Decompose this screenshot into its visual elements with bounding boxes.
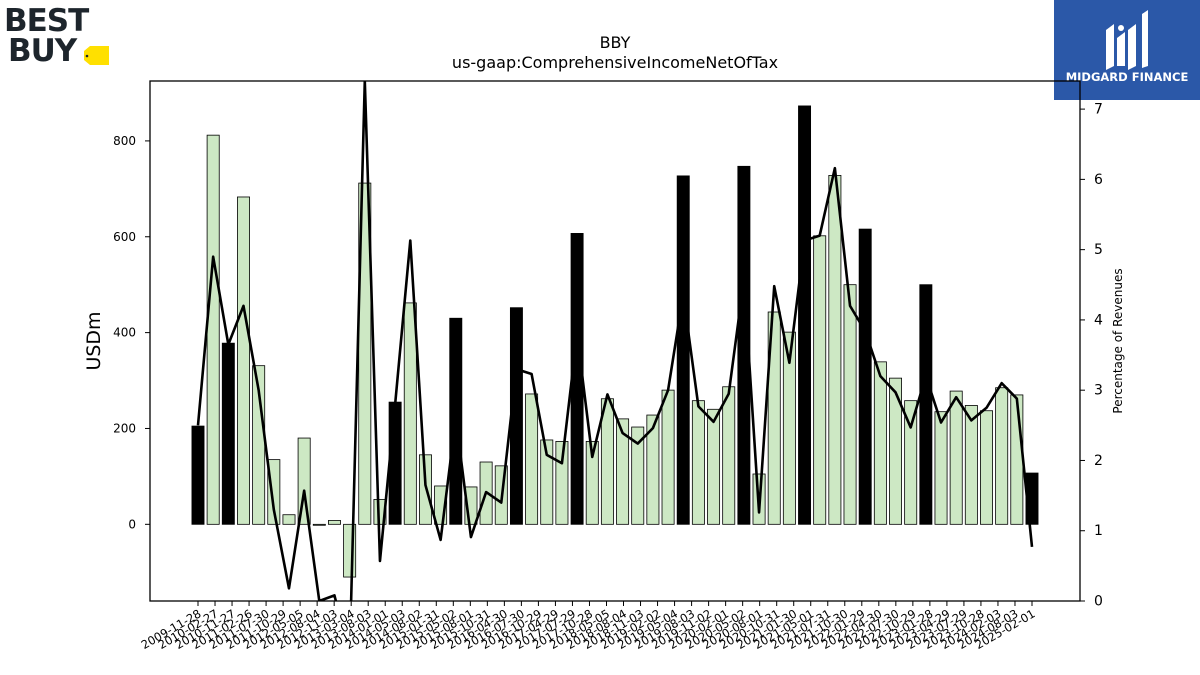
- chart-title: BBY: [600, 33, 631, 52]
- best-buy-logo-line1: BEST: [4, 4, 89, 39]
- bar-series: [191, 105, 1039, 578]
- quarter-bar: [782, 331, 796, 525]
- quarter-bar: [767, 311, 781, 525]
- y-tick-label: 0: [128, 517, 136, 531]
- annual-bar: [388, 401, 402, 525]
- y2-tick-label: 3: [1094, 383, 1103, 399]
- y2-tick-label: 0: [1094, 594, 1103, 610]
- plot-frame: [149, 80, 1081, 602]
- quarter-bar: [1010, 394, 1024, 525]
- midgard-emblem-icon: [1106, 10, 1148, 70]
- y-axis-label: USDm: [83, 311, 105, 370]
- y2-tick-label: 6: [1094, 172, 1103, 188]
- quarter-bar: [616, 418, 630, 525]
- quarter-bar: [691, 400, 705, 525]
- quarter-bar: [873, 361, 887, 525]
- annual-bar: [676, 175, 690, 525]
- quarter-bar: [843, 284, 857, 525]
- annual-bar: [919, 284, 933, 525]
- y-tick-label: 400: [113, 326, 136, 340]
- quarter-bar: [585, 441, 599, 525]
- y2-axis-label: Percentage of Revenues: [1111, 268, 1125, 413]
- y-tick-label: 200: [113, 421, 136, 435]
- quarter-bar: [525, 393, 539, 525]
- annual-bar: [858, 228, 872, 525]
- quarter-bar: [237, 196, 250, 525]
- quarter-bar: [995, 387, 1009, 525]
- quarter-bar: [282, 514, 296, 525]
- quarter-bar: [661, 389, 675, 525]
- y2-tick-label: 4: [1094, 312, 1103, 328]
- annual-bar: [221, 342, 235, 525]
- quarter-bar: [813, 235, 827, 525]
- quarter-bar: [889, 377, 902, 525]
- y-tick-label: 800: [113, 134, 136, 148]
- midgard-finance-text: MIDGARD FINANCE: [1066, 70, 1189, 84]
- quarter-bar: [600, 398, 614, 525]
- percentage-line-series: [196, 81, 1034, 601]
- y2-tick-label: 1: [1094, 523, 1103, 539]
- quarter-bar: [312, 523, 326, 526]
- y2-tick-label: 7: [1094, 102, 1103, 118]
- midgard-finance-logo: MIDGARD FINANCE: [1054, 0, 1200, 100]
- price-tag-icon: [84, 46, 109, 65]
- quarter-bar: [828, 175, 842, 525]
- chart-subtitle: us-gaap:ComprehensiveIncomeNetOfTax: [452, 53, 778, 72]
- quarter-bar: [964, 405, 978, 525]
- quarter-bar: [949, 390, 963, 525]
- quarter-bar: [904, 400, 918, 525]
- quarter-bar: [631, 426, 645, 525]
- quarter-bar: [722, 386, 736, 525]
- quarter-bar: [980, 410, 993, 525]
- quarter-bar: [403, 302, 417, 525]
- quarter-bar: [707, 408, 721, 525]
- quarter-bar: [646, 414, 660, 525]
- axes: 0200400600800012345672009-11-282010-02-2…: [113, 80, 1103, 652]
- y2-tick-label: 2: [1094, 453, 1103, 469]
- quarter-bar: [934, 411, 948, 525]
- y-tick-label: 600: [113, 230, 136, 244]
- annual-bar: [798, 105, 812, 525]
- best-buy-logo: BEST BUY: [4, 3, 114, 69]
- y2-tick-label: 5: [1094, 242, 1103, 258]
- quarter-bar: [206, 134, 220, 525]
- annual-bar: [191, 425, 205, 525]
- pct-of-revenues-line: [196, 81, 1034, 601]
- best-buy-logo-line2: BUY: [8, 33, 78, 68]
- quarter-bar: [328, 520, 341, 525]
- quarter-bar: [540, 439, 554, 525]
- annual-bar: [737, 165, 751, 525]
